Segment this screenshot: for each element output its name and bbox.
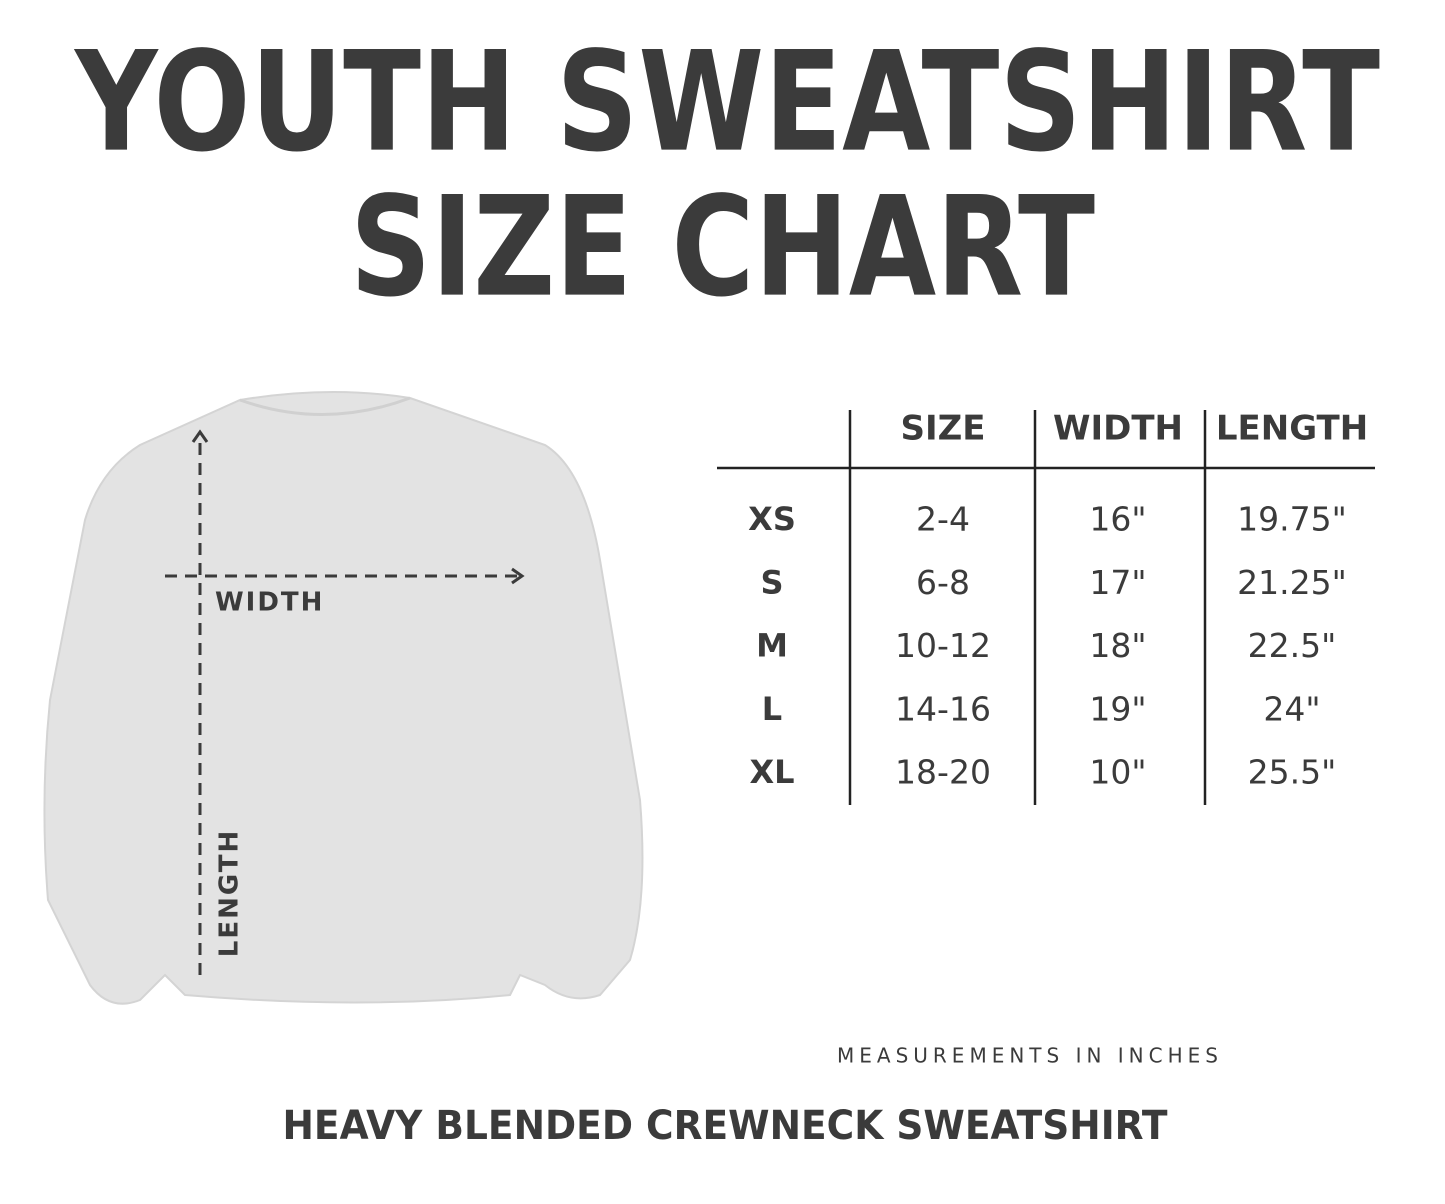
- table-cell: 18-20: [895, 753, 991, 792]
- product-name: HEAVY BLENDED CREWNECK SWEATSHIRT: [283, 1103, 1169, 1149]
- size-table: SIZE WIDTH LENGTH XS 2-4 16" 19.75" S 6-8 17" 21.2…: [717, 409, 1375, 805]
- table-cell: 2-4: [916, 500, 970, 539]
- length-label: LENGTH: [215, 829, 245, 957]
- row-label: L: [762, 690, 782, 728]
- measure-arrows: [165, 429, 525, 975]
- title-line: YOUTH SWEATSHIRT: [73, 22, 1380, 183]
- width-label: WIDTH: [215, 588, 324, 618]
- table-cell: 10": [1089, 753, 1146, 792]
- table-cell: 19.75": [1237, 500, 1347, 539]
- table-cell: 14-16: [895, 689, 991, 728]
- table-cell: 22.5": [1248, 626, 1337, 665]
- table-cell: 17": [1089, 563, 1146, 602]
- table-cell: 6-8: [916, 563, 970, 602]
- title-line: SIZE CHART: [350, 167, 1095, 328]
- row-label: XS: [748, 500, 796, 538]
- column-header: LENGTH: [1216, 409, 1368, 449]
- table-cell: 19": [1089, 689, 1146, 728]
- table-cell: 21.25": [1237, 563, 1347, 602]
- table-cell: 16": [1089, 500, 1146, 539]
- row-label: S: [760, 563, 783, 601]
- table-cell: 25.5": [1248, 753, 1337, 792]
- table-cell: 18": [1089, 626, 1146, 665]
- units-note: MEASUREMENTS IN INCHES: [837, 1044, 1223, 1068]
- table-cell: 10-12: [895, 626, 991, 665]
- table-cell: 24": [1263, 689, 1320, 728]
- row-label: XL: [749, 753, 794, 791]
- row-label: M: [756, 627, 788, 665]
- column-header: SIZE: [900, 409, 985, 449]
- column-header: WIDTH: [1053, 409, 1183, 449]
- sweatshirt: [43, 391, 644, 1005]
